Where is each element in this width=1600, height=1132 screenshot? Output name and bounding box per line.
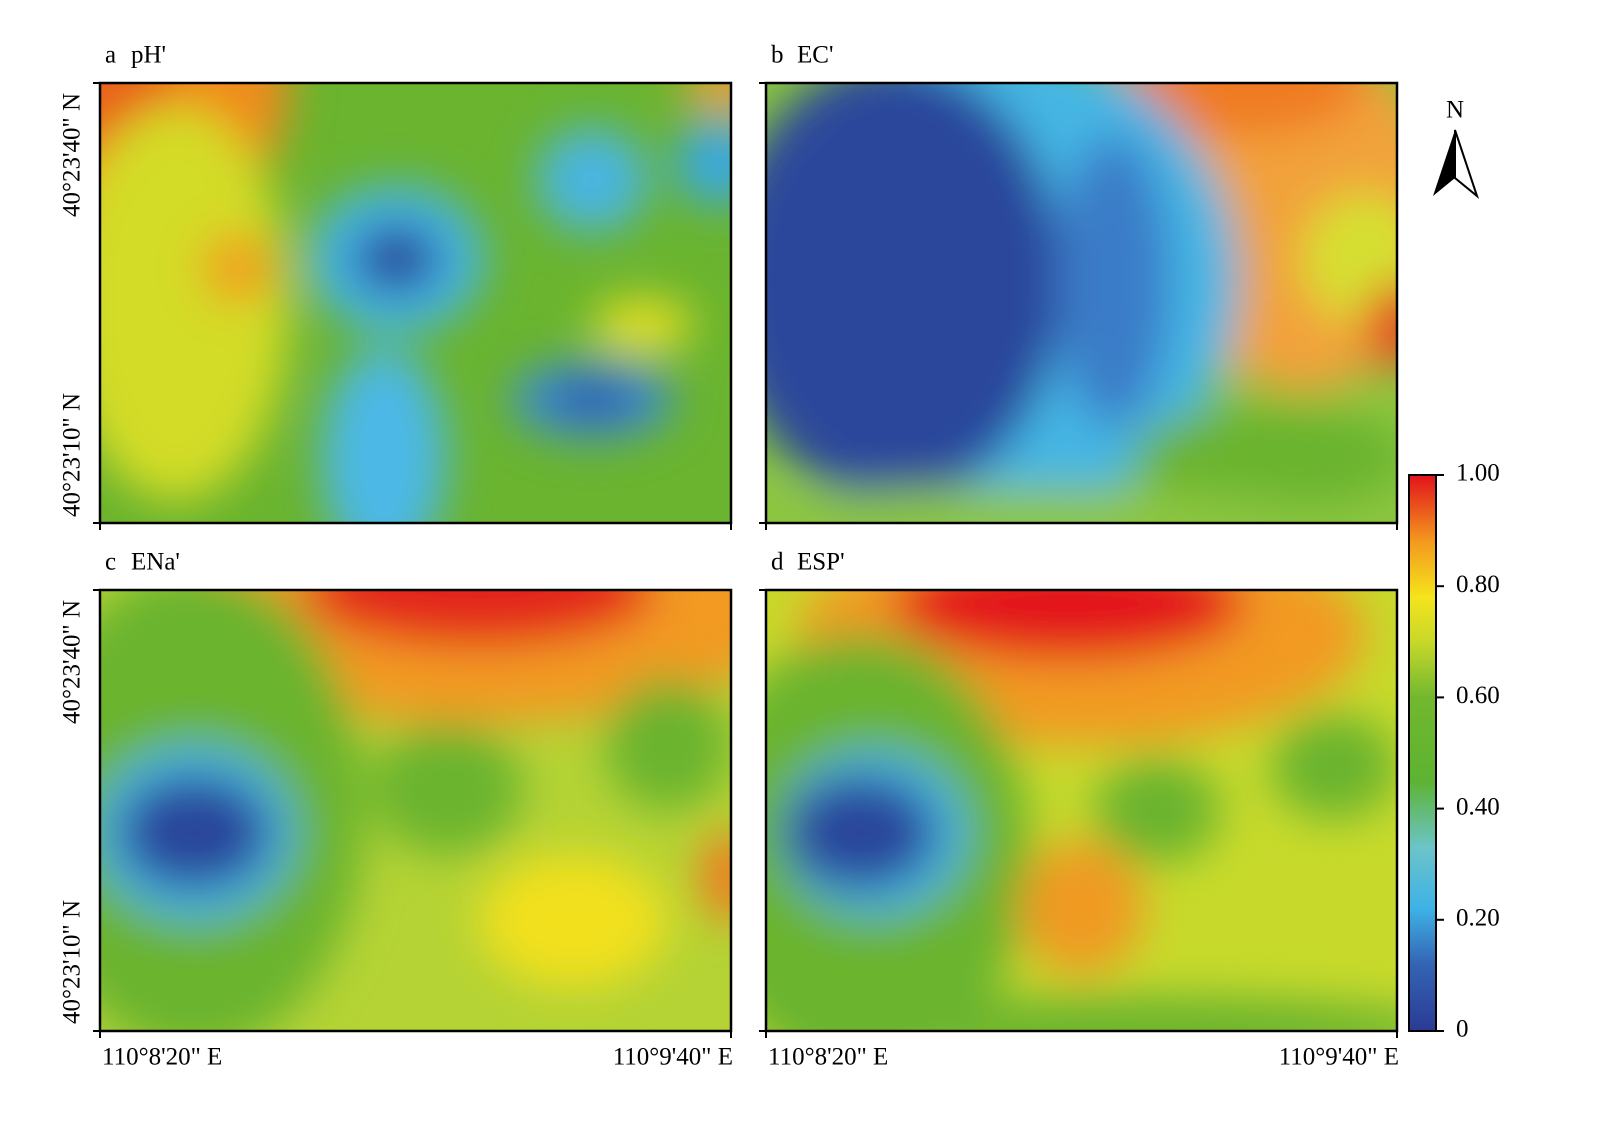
surface bbox=[100, 590, 731, 1031]
map-frame bbox=[98, 81, 733, 525]
surface-blob bbox=[1365, 281, 1397, 369]
surface bbox=[100, 83, 731, 523]
y-tick-label: 40°23'10" N bbox=[59, 393, 86, 517]
colorbar-tick-label: 0.20 bbox=[1456, 905, 1500, 932]
colorbar-tick-label: 0.40 bbox=[1456, 793, 1500, 820]
surface-blob bbox=[1270, 713, 1397, 820]
panel-title: ESP' bbox=[797, 549, 845, 576]
north-arrow: N bbox=[1433, 97, 1480, 199]
surface-blob bbox=[766, 83, 1063, 501]
x-tick-label: 110°9'40" E bbox=[1279, 1044, 1399, 1071]
panel-letter: c bbox=[105, 549, 116, 576]
map-frame bbox=[98, 588, 733, 1033]
panel-title: pH' bbox=[131, 42, 166, 69]
colorbar-tick-label: 0.60 bbox=[1456, 682, 1500, 709]
x-tick-label: 110°9'40" E bbox=[613, 1044, 733, 1071]
colorbar-tick-label: 0 bbox=[1456, 1016, 1469, 1043]
north-label: N bbox=[1446, 97, 1464, 124]
surface bbox=[766, 590, 1397, 1031]
panel-letter: d bbox=[771, 549, 784, 576]
surface-blob bbox=[766, 487, 1334, 523]
surface-blob bbox=[371, 722, 523, 855]
x-tick-label: 110°8'20" E bbox=[102, 1044, 222, 1071]
panel-title: EC' bbox=[797, 42, 833, 69]
panel-letter: a bbox=[105, 42, 116, 69]
surface-blob bbox=[1302, 193, 1397, 325]
surface-blob bbox=[535, 127, 649, 233]
y-tick-label: 40°23'40" N bbox=[59, 93, 86, 217]
surface-blob bbox=[320, 347, 448, 523]
colorbar bbox=[1408, 474, 1437, 1032]
map-panel bbox=[766, 83, 1397, 523]
colorbar-tick-label: 1.00 bbox=[1456, 460, 1500, 487]
surface-blob bbox=[548, 382, 637, 418]
surface-blob bbox=[604, 678, 731, 811]
surface bbox=[766, 83, 1397, 523]
surface-blob bbox=[680, 83, 731, 110]
surface-blob bbox=[200, 232, 277, 303]
panel-letter: b bbox=[771, 42, 784, 69]
surface-blob bbox=[1132, 404, 1397, 510]
surface-blob bbox=[592, 298, 694, 352]
surface-blob bbox=[301, 590, 656, 648]
surface-blob bbox=[829, 995, 1397, 1031]
surface-blob bbox=[1056, 135, 1170, 427]
surface-blob bbox=[478, 854, 668, 987]
surface-blob bbox=[352, 223, 441, 295]
panels: a pH' 40°23'40" N 40°23'10" N b EC' c ENa' 40°23… bbox=[59, 42, 1399, 1071]
surface-blob bbox=[118, 775, 271, 890]
y-tick-label: 40°23'10" N bbox=[59, 900, 86, 1024]
map-panel bbox=[100, 590, 731, 1031]
surface-blob bbox=[699, 832, 731, 921]
surface-blob bbox=[100, 105, 290, 501]
surface-blob bbox=[1018, 841, 1145, 974]
surface-blob bbox=[892, 590, 1246, 661]
surface-blob bbox=[784, 775, 937, 890]
map-panel bbox=[766, 590, 1397, 1031]
panel-title: ENa' bbox=[131, 549, 180, 576]
y-tick-label: 40°23'40" N bbox=[59, 600, 86, 724]
x-tick-label: 110°8'20" E bbox=[768, 1044, 888, 1071]
map-frame bbox=[764, 81, 1399, 525]
map-panel bbox=[100, 83, 731, 523]
surface-blob bbox=[1094, 757, 1221, 864]
surface-blob bbox=[674, 118, 731, 207]
map-frame bbox=[764, 588, 1399, 1033]
colorbar-tick-label: 0.80 bbox=[1456, 571, 1500, 598]
